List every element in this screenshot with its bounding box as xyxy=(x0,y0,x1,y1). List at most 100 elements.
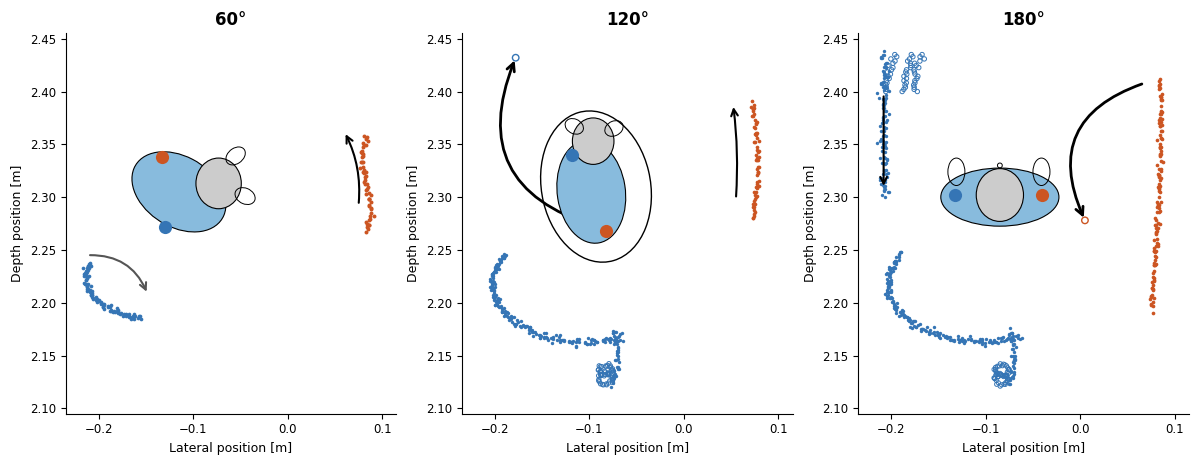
Point xyxy=(886,51,905,58)
Point xyxy=(742,103,761,110)
Point xyxy=(872,80,892,87)
Point xyxy=(83,289,102,296)
Point xyxy=(1001,376,1020,384)
Point xyxy=(1150,194,1169,201)
X-axis label: Lateral position [m]: Lateral position [m] xyxy=(962,442,1085,455)
Point xyxy=(986,363,1006,371)
Point xyxy=(78,266,97,273)
Point xyxy=(95,300,114,308)
X-axis label: Lateral position [m]: Lateral position [m] xyxy=(565,442,689,455)
Point xyxy=(896,66,916,74)
Point xyxy=(992,362,1012,370)
Point xyxy=(494,254,514,262)
Point xyxy=(911,53,930,61)
Point xyxy=(1150,171,1169,179)
Point xyxy=(876,96,895,104)
Point xyxy=(748,156,767,163)
Point xyxy=(485,268,504,276)
Point xyxy=(482,270,502,278)
Point xyxy=(155,223,174,230)
Point xyxy=(492,308,511,315)
Point xyxy=(875,71,894,78)
Point xyxy=(606,371,625,378)
Point xyxy=(748,169,767,176)
Point xyxy=(364,212,383,219)
Point xyxy=(490,299,509,306)
Point xyxy=(607,352,626,359)
Point xyxy=(748,178,767,186)
Point xyxy=(905,86,924,93)
Point xyxy=(875,87,894,94)
Point xyxy=(929,331,948,338)
Point xyxy=(941,336,960,343)
Point xyxy=(990,162,1009,169)
Point xyxy=(78,262,97,269)
Point xyxy=(875,185,894,192)
Point xyxy=(887,300,906,307)
Point xyxy=(994,372,1013,379)
Point xyxy=(877,77,896,84)
Point xyxy=(899,316,918,324)
Point xyxy=(1003,329,1022,337)
Point xyxy=(490,261,509,268)
Point xyxy=(1141,293,1160,301)
Point xyxy=(595,371,614,378)
Point xyxy=(584,340,604,348)
Point xyxy=(1004,336,1024,344)
Point xyxy=(77,274,96,281)
Point xyxy=(874,101,893,109)
Point xyxy=(608,365,628,373)
Point xyxy=(486,263,505,271)
Point xyxy=(1141,301,1160,308)
Point xyxy=(1150,202,1169,209)
Point xyxy=(872,132,892,140)
Point xyxy=(886,57,905,65)
Point xyxy=(502,313,521,321)
Point xyxy=(882,66,901,74)
Point xyxy=(589,372,608,379)
Point xyxy=(488,295,508,302)
Point xyxy=(601,338,620,346)
Point xyxy=(604,327,623,334)
Point xyxy=(884,302,904,309)
Point xyxy=(748,146,767,154)
Point xyxy=(871,135,890,143)
Point xyxy=(559,337,578,345)
Point xyxy=(745,138,764,145)
Point xyxy=(602,379,622,386)
Point xyxy=(352,149,371,156)
Point xyxy=(1152,109,1171,116)
Point xyxy=(745,208,764,216)
Point xyxy=(604,375,623,383)
Point xyxy=(599,370,618,377)
Point xyxy=(1144,298,1163,305)
Point xyxy=(596,380,616,388)
Point xyxy=(1013,334,1032,342)
Point xyxy=(80,287,100,294)
Point xyxy=(488,298,508,305)
Point xyxy=(575,340,594,347)
Point xyxy=(353,163,372,171)
Point xyxy=(746,131,766,138)
Point xyxy=(588,338,607,345)
Point xyxy=(1148,161,1168,169)
Point xyxy=(938,333,958,341)
Point xyxy=(606,333,625,341)
Point xyxy=(484,272,503,280)
Point xyxy=(604,367,623,375)
Point xyxy=(598,381,617,389)
Point xyxy=(608,344,628,351)
Point xyxy=(876,94,895,102)
Point xyxy=(77,264,96,272)
Point xyxy=(744,200,763,208)
Point xyxy=(601,383,620,391)
Point xyxy=(108,307,127,315)
Point xyxy=(1150,204,1169,212)
Point xyxy=(874,113,893,121)
Point xyxy=(1146,260,1165,268)
Point xyxy=(1001,352,1020,359)
Point xyxy=(1150,180,1169,188)
Point xyxy=(1151,81,1170,88)
Point xyxy=(871,53,890,61)
Point xyxy=(872,143,892,151)
